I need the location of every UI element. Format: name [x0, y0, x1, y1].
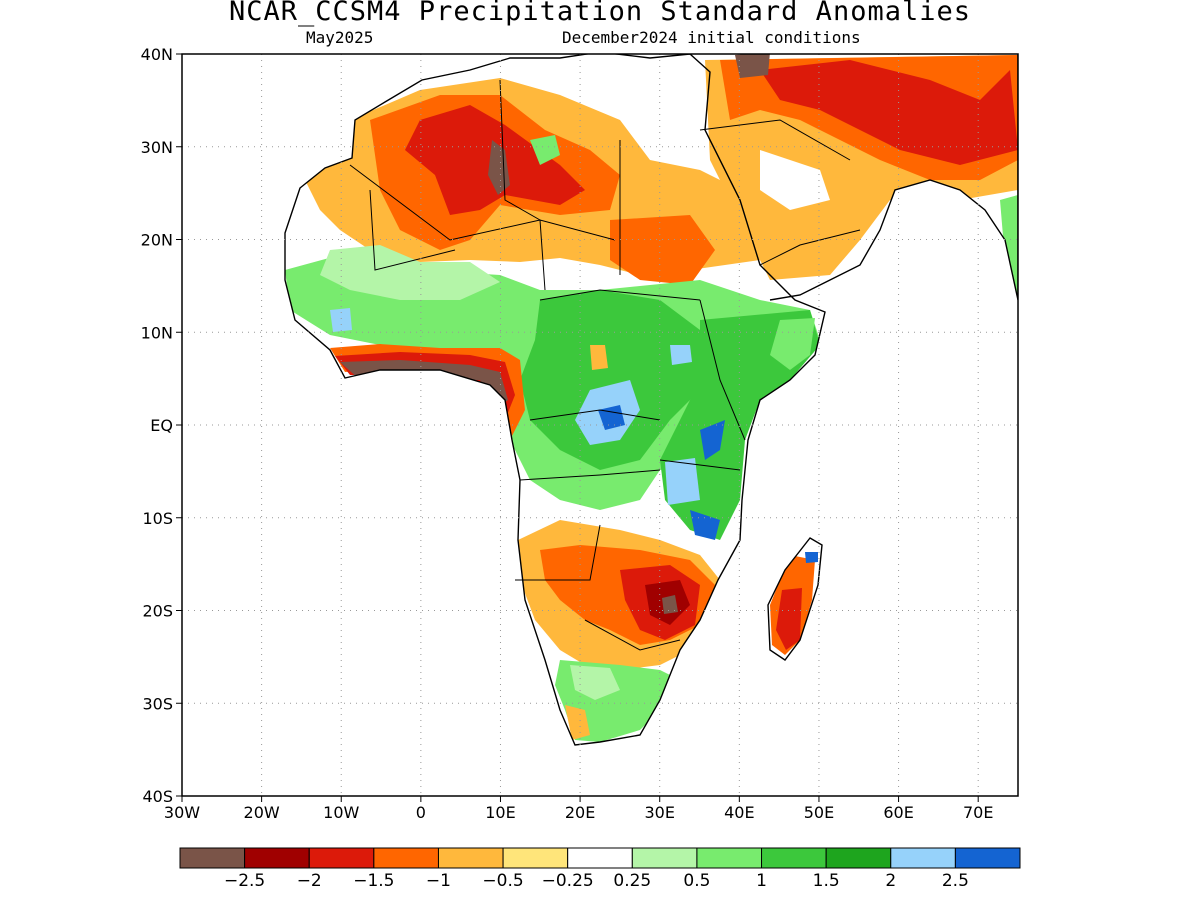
lat-tick-label: 30S: [142, 694, 173, 713]
north-coast-dry: [355, 58, 410, 85]
lat-tick-label: EQ: [150, 416, 173, 435]
legend-swatch: [890, 847, 956, 869]
india-wet: [1000, 195, 1018, 300]
lon-tick-label: 50E: [804, 803, 834, 822]
legend-swatch: [437, 847, 504, 869]
map-frame-content: [284, 54, 1018, 746]
lat-tick-label: 20S: [142, 602, 173, 621]
lon-tick-label: 10E: [485, 803, 515, 822]
latitude-labels: 40N 30N 20N 10N EQ 10S 20S 30S 40S: [141, 45, 173, 806]
madagascar-blue: [805, 552, 818, 563]
legend-swatch: [696, 847, 763, 869]
zimbabwe-extreme-spot: [662, 595, 678, 614]
lat-tick-label: 40N: [141, 45, 173, 64]
legend-label: 2.5: [942, 871, 969, 891]
central-light-blue-2: [670, 345, 692, 365]
lat-tick-label: 10N: [141, 323, 173, 342]
lon-tick-label: 20E: [565, 803, 595, 822]
lat-tick-label: 10S: [142, 509, 173, 528]
longitude-labels: 30W 20W 10W 0 10E 20E 30E 40E 50E 60E 70E: [164, 803, 994, 822]
lon-tick-label: 10W: [323, 803, 359, 822]
lon-tick-label: 30W: [164, 803, 200, 822]
map-title: NCAR_CCSM4 Precipitation Standard Anomal…: [229, 0, 971, 27]
legend-swatch: [502, 847, 569, 869]
legend-swatch: [244, 847, 310, 869]
legend-swatch: [631, 847, 698, 869]
legend-label: 1: [756, 871, 767, 891]
legend-swatch: [825, 847, 892, 869]
legend-label: 0.25: [613, 871, 651, 891]
initial-conditions: December2024 initial conditions: [562, 28, 861, 47]
lat-tick-label: 20N: [141, 231, 173, 250]
color-legend: −2.5 −2 −1.5 −1 −0.5 −0.25 0.25 0.5 1 1.5 2 2.5: [179, 847, 1021, 891]
legend-swatch: [567, 847, 633, 869]
south-africa-light-wet: [570, 665, 620, 700]
legend-label: −1.5: [353, 871, 394, 891]
country-borders: [349, 79, 861, 651]
lon-tick-label: 40E: [724, 803, 754, 822]
east-africa-light-blue: [665, 458, 700, 505]
east-africa-blue-3: [690, 510, 720, 540]
egypt-green-spot: [530, 135, 560, 165]
cape-dry: [565, 705, 590, 740]
legend-label: −0.25: [542, 871, 594, 891]
coastlines: [284, 54, 1018, 746]
legend-label: −2.5: [224, 871, 265, 891]
legend-swatch: [954, 847, 1021, 869]
lon-tick-label: 30E: [644, 803, 674, 822]
iran-core-dry: [760, 60, 1018, 165]
west-light-blue: [330, 308, 352, 332]
lon-tick-label: 60E: [883, 803, 913, 822]
lon-tick-label: 0: [416, 803, 426, 822]
legend-swatch: [761, 847, 827, 869]
forecast-month: May2025: [306, 28, 374, 47]
central-africa-wet: [520, 290, 720, 470]
legend-swatch: [373, 847, 439, 869]
madagascar-core: [776, 588, 802, 650]
legend-label: −2: [297, 871, 322, 891]
legend-swatch: [179, 847, 246, 869]
lat-tick-label: 40S: [142, 787, 173, 806]
sahel-light-wet: [320, 245, 500, 300]
lon-tick-label: 20W: [244, 803, 280, 822]
precipitation-field: [285, 54, 1018, 745]
east-sahara-dry: [610, 215, 715, 285]
central-yellow-spot: [590, 345, 608, 370]
turkey-extreme-spot: [735, 54, 770, 78]
legend-swatch: [308, 847, 375, 869]
legend-label: 0.5: [683, 871, 710, 891]
lon-tick-label: 70E: [963, 803, 993, 822]
lat-tick-label: 30N: [141, 138, 173, 157]
horn-light-wet: [770, 318, 815, 370]
legend-label: −0.5: [482, 871, 523, 891]
legend-label: 2: [885, 871, 896, 891]
east-africa-blue-1: [700, 420, 725, 460]
legend-label: −1: [426, 871, 451, 891]
legend-label: 1.5: [813, 871, 840, 891]
axis-ticks: [176, 53, 979, 802]
arabia-white-patch: [760, 150, 830, 210]
grid-lines: [182, 54, 1018, 796]
